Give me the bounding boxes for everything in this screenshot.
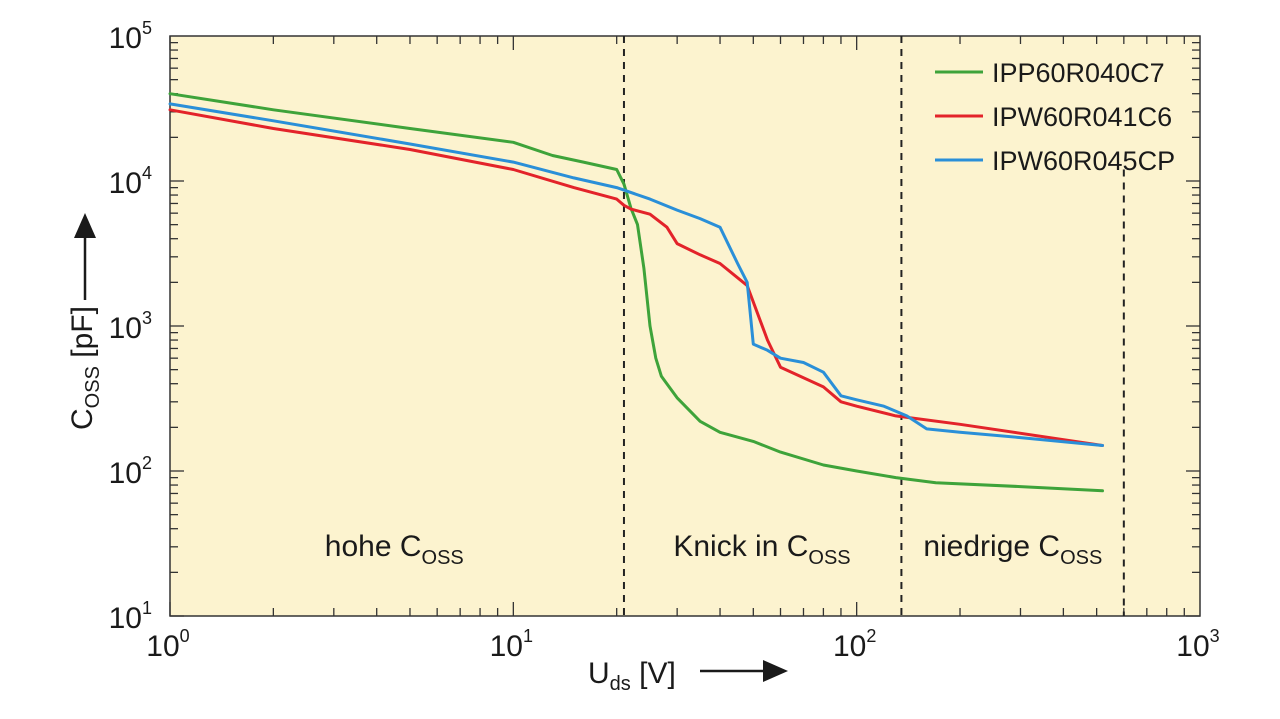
y-tick-label: 101 [109,598,152,635]
series-group [168,92,1104,493]
y-axis-title-sub: OSS [82,366,104,408]
x-tick-label: 102 [833,626,876,663]
y-tick-label: 105 [109,18,152,55]
x-axis-title-unit: [V] [631,657,676,690]
y-tick-label: 103 [109,308,152,345]
y-axis-title-unit: [pF] [66,306,99,366]
x-tick-label: 100 [146,626,189,663]
region-label: hohe COSS [325,530,464,569]
x-tick-labels: 100 101 102 103 [146,626,1219,663]
x-tick-label: 101 [490,626,533,663]
x-tick-label: 103 [1176,626,1219,663]
region-label: niedrige COSS [923,530,1102,569]
y-axis-arrow [74,213,96,300]
legend-label: IPW60R045CP [992,146,1175,176]
x-axis-title: Uds [V] [588,657,676,695]
y-tick-label: 104 [109,163,152,200]
region-dividers [622,36,1125,616]
series-line-IPW60R041C6 [168,108,1104,447]
region-labels: hohe COSS Knick in COSS niedrige COSS [325,530,1103,569]
y-tick-label: 102 [109,453,152,490]
x-axis-arrow [700,660,788,682]
legend-label: IPP60R040C7 [992,58,1165,88]
region-label: Knick in COSS [673,530,850,569]
x-axis-title-sub: ds [610,673,631,695]
series-line-IPW60R045CP [168,102,1104,447]
y-axis-title: COSS [pF] [66,306,104,430]
y-axis-title-main: C [66,408,99,430]
legend: IPP60R040C7 IPW60R041C6 IPW60R045CP [935,58,1175,176]
y-tick-labels: 101 102 103 104 105 [109,18,152,635]
x-axis-title-main: U [588,657,610,690]
series-line-IPP60R040C7 [168,92,1104,493]
legend-label: IPW60R041C6 [992,102,1172,132]
